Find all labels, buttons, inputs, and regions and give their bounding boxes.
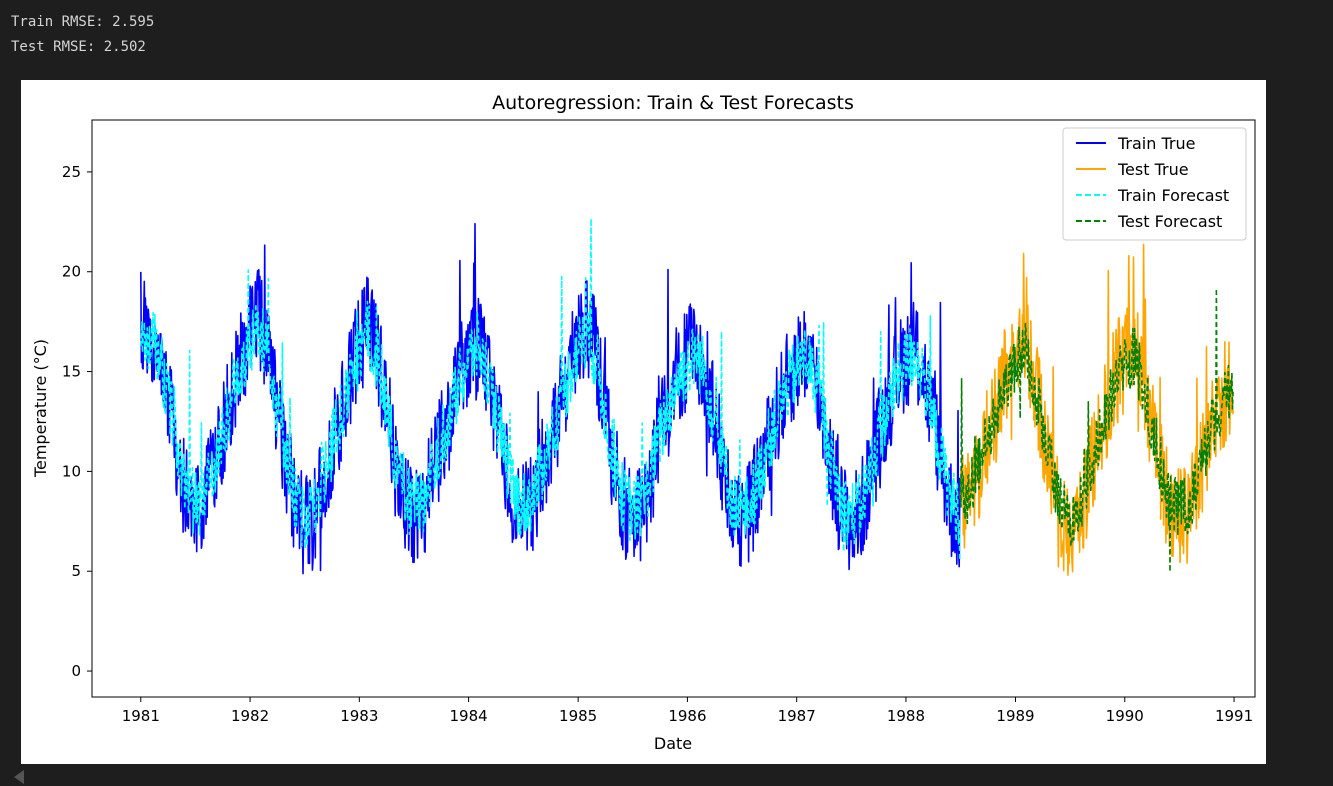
legend: Train True Test True Train Forecast Test… [1062, 127, 1247, 241]
y-tick-label-15: 15 [62, 363, 81, 381]
chart-title: Autoregression: Train & Test Forecasts [492, 92, 854, 114]
legend-box [1062, 127, 1247, 241]
train-rmse-text: Train RMSE: 2.595 [11, 14, 155, 30]
x-tick-label-1988: 1988 [887, 707, 925, 725]
y-tick-label-25: 25 [62, 163, 81, 181]
x-tick-label-1989: 1989 [996, 707, 1034, 725]
x-tick-label-1984: 1984 [449, 707, 487, 725]
plot-frame [91, 119, 1256, 698]
scroll-left-arrow-icon[interactable] [14, 770, 24, 784]
y-tick-label-20: 20 [62, 263, 81, 281]
x-tick-label-1991: 1991 [1215, 707, 1253, 725]
series-layer [140, 217, 1234, 576]
series-line-test-forecast [959, 287, 1234, 573]
x-axis-label: Date [654, 734, 692, 753]
x-axis: 1981 1982 1983 1984 1985 1986 1987 1988 1989 1990… [122, 697, 1253, 725]
x-tick-label-1982: 1982 [231, 707, 269, 725]
chart-svg: 1981 1982 1983 1984 1985 1986 1987 1988 1989 1990… [31, 92, 1256, 753]
x-tick-label-1986: 1986 [668, 707, 706, 725]
y-tick-label-0: 0 [71, 662, 81, 680]
x-tick-label-1990: 1990 [1106, 707, 1144, 725]
legend-label-train-true: Train True [1117, 134, 1195, 153]
chart-figure: 1981 1982 1983 1984 1985 1986 1987 1988 1989 1990… [21, 80, 1266, 764]
x-tick-label-1985: 1985 [559, 707, 597, 725]
cell-output: Train RMSE: 2.595 Test RMSE: 2.502 [11, 10, 154, 60]
legend-label-test-true: Test True [1117, 160, 1189, 179]
x-tick-label-1987: 1987 [778, 707, 816, 725]
y-tick-label-5: 5 [71, 562, 81, 580]
legend-label-train-forecast: Train Forecast [1117, 186, 1229, 205]
x-tick-label-1981: 1981 [122, 707, 160, 725]
legend-label-test-forecast: Test Forecast [1117, 212, 1222, 231]
y-axis: 0 5 10 15 20 25 [62, 163, 92, 680]
y-axis-label: Temperature (°C) [31, 339, 50, 478]
series-line-train-forecast [140, 217, 961, 560]
y-tick-label-10: 10 [62, 462, 81, 480]
test-rmse-text: Test RMSE: 2.502 [11, 39, 146, 55]
x-tick-label-1983: 1983 [340, 707, 378, 725]
